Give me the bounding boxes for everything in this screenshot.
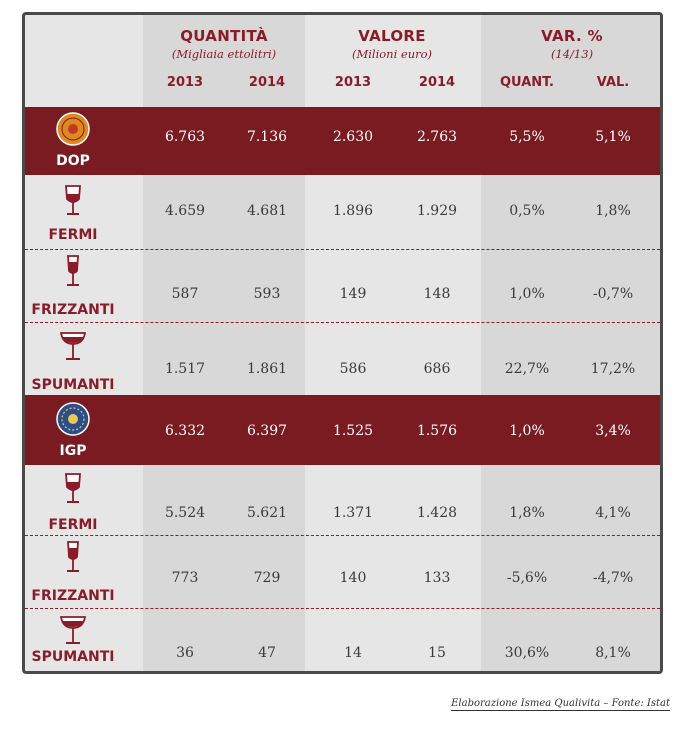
still-wine-glass-icon	[65, 473, 81, 503]
row-label: SPUMANTI	[31, 377, 115, 393]
value-cell: -5,6%	[506, 570, 548, 586]
table-row-dop: DOP 6.763 7.136 2.630 2.763 5,5% 5,1%	[25, 107, 660, 175]
value-cell: 133	[423, 570, 451, 586]
champagne-coupe-icon	[59, 616, 87, 644]
valore-subheader: (Milioni euro)	[351, 47, 433, 61]
quantita-subheader: (Migliaia ettolitri)	[171, 47, 277, 61]
value-cell: 6.763	[164, 129, 206, 145]
igp-seal-icon	[56, 402, 90, 436]
value-cell: 1.517	[164, 361, 206, 377]
value-cell: 148	[423, 286, 451, 302]
quantita-header: QUANTITÀ	[180, 27, 268, 45]
value-cell: 4.659	[164, 203, 206, 219]
value-cell: -0,7%	[592, 286, 634, 302]
value-cell: 5,5%	[509, 129, 545, 145]
value-cell: 1,8%	[509, 505, 545, 521]
value-cell: 15	[428, 645, 446, 661]
var-header: VAR. %	[541, 27, 603, 45]
value-cell: 1.896	[332, 203, 374, 219]
value-cell: 3,4%	[595, 423, 631, 439]
row-divider	[25, 535, 660, 536]
dop-seal-icon	[56, 112, 90, 146]
value-cell: 1.428	[416, 505, 458, 521]
value-cell: 587	[171, 286, 199, 302]
value-cell: 5.524	[164, 505, 206, 521]
value-cell: 1.861	[246, 361, 288, 377]
value-cell: 729	[253, 570, 281, 586]
value-cell: 1,8%	[595, 203, 631, 219]
value-cell: 6.332	[164, 423, 206, 439]
source-footnote: Elaborazione Ismea Qualivita – Fonte: Is…	[451, 698, 670, 711]
value-cell: 686	[423, 361, 451, 377]
sparkling-wine-glass-icon	[67, 255, 79, 286]
year-header: 2014	[418, 75, 456, 90]
var-val-header: VAL.	[596, 75, 630, 90]
var-quant-header: QUANT.	[500, 75, 554, 90]
row-label: FRIZZANTI	[31, 302, 115, 318]
value-cell: 7.136	[246, 129, 288, 145]
year-header: 2013	[334, 75, 372, 90]
value-cell: 1.929	[416, 203, 458, 219]
value-cell: 1.576	[416, 423, 458, 439]
data-table: QUANTITÀ (Migliaia ettolitri) VALORE (Mi…	[22, 12, 663, 674]
row-label: FERMI	[48, 227, 98, 243]
year-header: 2013	[166, 75, 204, 90]
value-cell: 30,6%	[504, 645, 550, 661]
value-cell: 1,0%	[509, 423, 545, 439]
row-label: FERMI	[48, 517, 98, 533]
value-cell: 1,0%	[509, 286, 545, 302]
table-row-igp-spumanti: SPUMANTI 36 47 14 15 30,6% 8,1%	[25, 609, 660, 671]
value-cell: -4,7%	[592, 570, 634, 586]
value-cell: 593	[253, 286, 281, 302]
row-label: IGP	[59, 443, 87, 459]
row-label: DOP	[56, 153, 90, 169]
value-cell: 149	[339, 286, 367, 302]
table-row-igp-fermi: FERMI 5.524 5.621 1.371 1.428 1,8% 4,1%	[25, 465, 660, 535]
value-cell: 773	[171, 570, 199, 586]
value-cell: 2.630	[332, 129, 374, 145]
value-cell: 5,1%	[595, 129, 631, 145]
value-cell: 140	[339, 570, 367, 586]
value-cell: 47	[258, 645, 276, 661]
table-row-igp: IGP 6.332 6.397 1.525 1.576 1,0% 3,4%	[25, 395, 660, 465]
value-cell: 6.397	[246, 423, 288, 439]
value-cell: 1.525	[332, 423, 374, 439]
value-cell: 4.681	[246, 203, 288, 219]
table-row-igp-frizzanti: FRIZZANTI 773 729 140 133 -5,6% -4,7%	[25, 536, 660, 608]
table-row-dop-spumanti: SPUMANTI 1.517 1.861 586 686 22,7% 17,2%	[25, 323, 660, 397]
value-cell: 17,2%	[590, 361, 636, 377]
value-cell: 1.371	[332, 505, 374, 521]
row-label: SPUMANTI	[31, 649, 115, 665]
value-cell: 8,1%	[595, 645, 631, 661]
var-subheader: (14/13)	[550, 47, 594, 61]
value-cell: 36	[176, 645, 194, 661]
value-cell: 586	[339, 361, 367, 377]
row-label: FRIZZANTI	[31, 588, 115, 604]
still-wine-glass-icon	[65, 185, 81, 215]
value-cell: 2.763	[416, 129, 458, 145]
year-header: 2014	[248, 75, 286, 90]
champagne-coupe-icon	[59, 332, 87, 360]
value-cell: 4,1%	[595, 505, 631, 521]
valore-header: VALORE	[358, 27, 426, 45]
sparkling-wine-glass-icon	[67, 541, 79, 572]
table-row-dop-frizzanti: FRIZZANTI 587 593 149 148 1,0% -0,7%	[25, 250, 660, 322]
row-divider	[25, 322, 660, 323]
table-row-dop-fermi: FERMI 4.659 4.681 1.896 1.929 0,5% 1,8%	[25, 175, 660, 249]
row-divider	[25, 249, 660, 250]
value-cell: 22,7%	[504, 361, 550, 377]
table-header: QUANTITÀ (Migliaia ettolitri) VALORE (Mi…	[25, 15, 660, 107]
value-cell: 0,5%	[509, 203, 545, 219]
row-divider	[25, 608, 660, 609]
value-cell: 14	[344, 645, 362, 661]
value-cell: 5.621	[246, 505, 288, 521]
